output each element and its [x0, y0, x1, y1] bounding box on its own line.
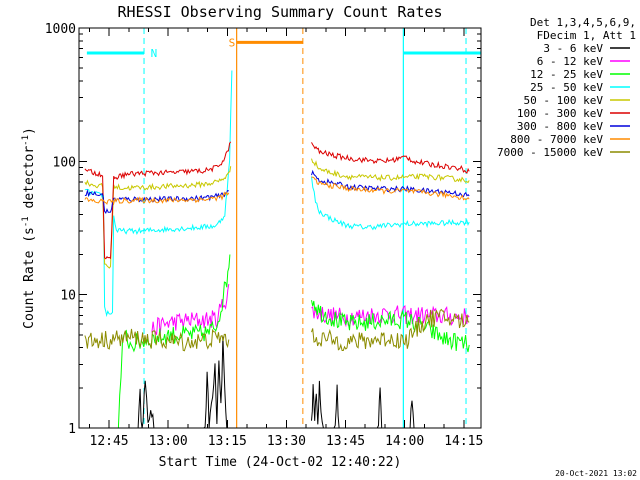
legend-label: 6 - 12 keV [537, 55, 604, 68]
saa-label: S [229, 36, 236, 49]
generation-timestamp: 20-Oct-2021 13:02 [555, 469, 637, 478]
x-tick-label: 13:15 [208, 434, 247, 449]
legend-item: 800 - 7000 keV [510, 133, 630, 146]
legend-item: 25 - 50 keV [530, 81, 630, 94]
y-tick-label: 1 [68, 422, 76, 437]
series-line-6 [84, 141, 470, 260]
legend-header-line-2: FDecim 1, Att 1 [537, 29, 636, 42]
legend-item: 6 - 12 keV [537, 55, 630, 68]
legend-item: 12 - 25 keV [530, 68, 630, 81]
y-label-part-1: Count Rate (s [22, 227, 37, 329]
legend-item: 3 - 6 keV [543, 42, 630, 55]
legend: Det 1,3,4,5,6,9, FDecim 1, Att 1 3 - 6 k… [497, 16, 636, 159]
series-line-3 [117, 254, 470, 429]
x-tick-label: 12:45 [90, 434, 129, 449]
x-axis-label: Start Time (24-Oct-02 12:40:22) [159, 455, 402, 470]
legend-label: 300 - 800 keV [517, 120, 603, 133]
legend-item: 7000 - 15000 keV [497, 146, 630, 159]
x-tick-label: 14:15 [444, 434, 483, 449]
y-label-exp-1: -1 [21, 216, 31, 227]
series-segment [84, 166, 232, 269]
series-segment [84, 191, 230, 206]
legend-item: 100 - 300 keV [517, 107, 630, 120]
series-line-9 [84, 308, 470, 352]
series-segment [311, 308, 470, 351]
series-segment [84, 188, 229, 214]
y-label-exp-2: -1 [21, 135, 31, 146]
series-segment [151, 284, 230, 335]
legend-item: 300 - 800 keV [517, 120, 630, 133]
series-segment [84, 328, 230, 352]
plot-frame [78, 27, 482, 429]
legend-label: 12 - 25 keV [530, 68, 603, 81]
series-line-4 [84, 70, 470, 318]
legend-item: 50 - 100 keV [524, 94, 630, 107]
chart-title: RHESSI Observing Summary Count Rates [117, 3, 442, 21]
y-tick-label: 10 [60, 289, 76, 304]
legend-label: 800 - 7000 keV [510, 133, 603, 146]
y-axis-label: Count Rate (s-1 detector-1) [21, 127, 37, 329]
series-segment [311, 300, 470, 353]
x-tick-label: 13:30 [267, 434, 306, 449]
saa-annotation: S [229, 28, 304, 428]
legend-header-line-1: Det 1,3,4,5,6,9, [530, 16, 636, 29]
series-segment [311, 176, 470, 231]
series-segment [311, 142, 470, 174]
series-segment [311, 176, 470, 201]
series-line-8 [84, 176, 470, 206]
legend-label: 50 - 100 keV [524, 94, 604, 107]
series-segment [311, 158, 470, 184]
y-label-part-2: detector [22, 146, 37, 217]
x-tick-label: 13:00 [149, 434, 188, 449]
y-tick-label: 100 [53, 155, 76, 170]
legend-label: 25 - 50 keV [530, 81, 603, 94]
series-segment [117, 254, 231, 429]
series-segment [84, 70, 233, 318]
legend-label: 7000 - 15000 keV [497, 146, 603, 159]
night-label: N [151, 47, 158, 60]
series-line-5 [84, 158, 470, 269]
y-label-part-3: ) [22, 127, 37, 135]
x-tick-label: 13:45 [326, 434, 365, 449]
legend-label: 3 - 6 keV [543, 42, 603, 55]
x-tick-label: 14:00 [385, 434, 424, 449]
series-segment [84, 141, 232, 260]
legend-label: 100 - 300 keV [517, 107, 603, 120]
night-annotation: N [86, 28, 481, 428]
y-tick-label: 1000 [45, 22, 76, 37]
